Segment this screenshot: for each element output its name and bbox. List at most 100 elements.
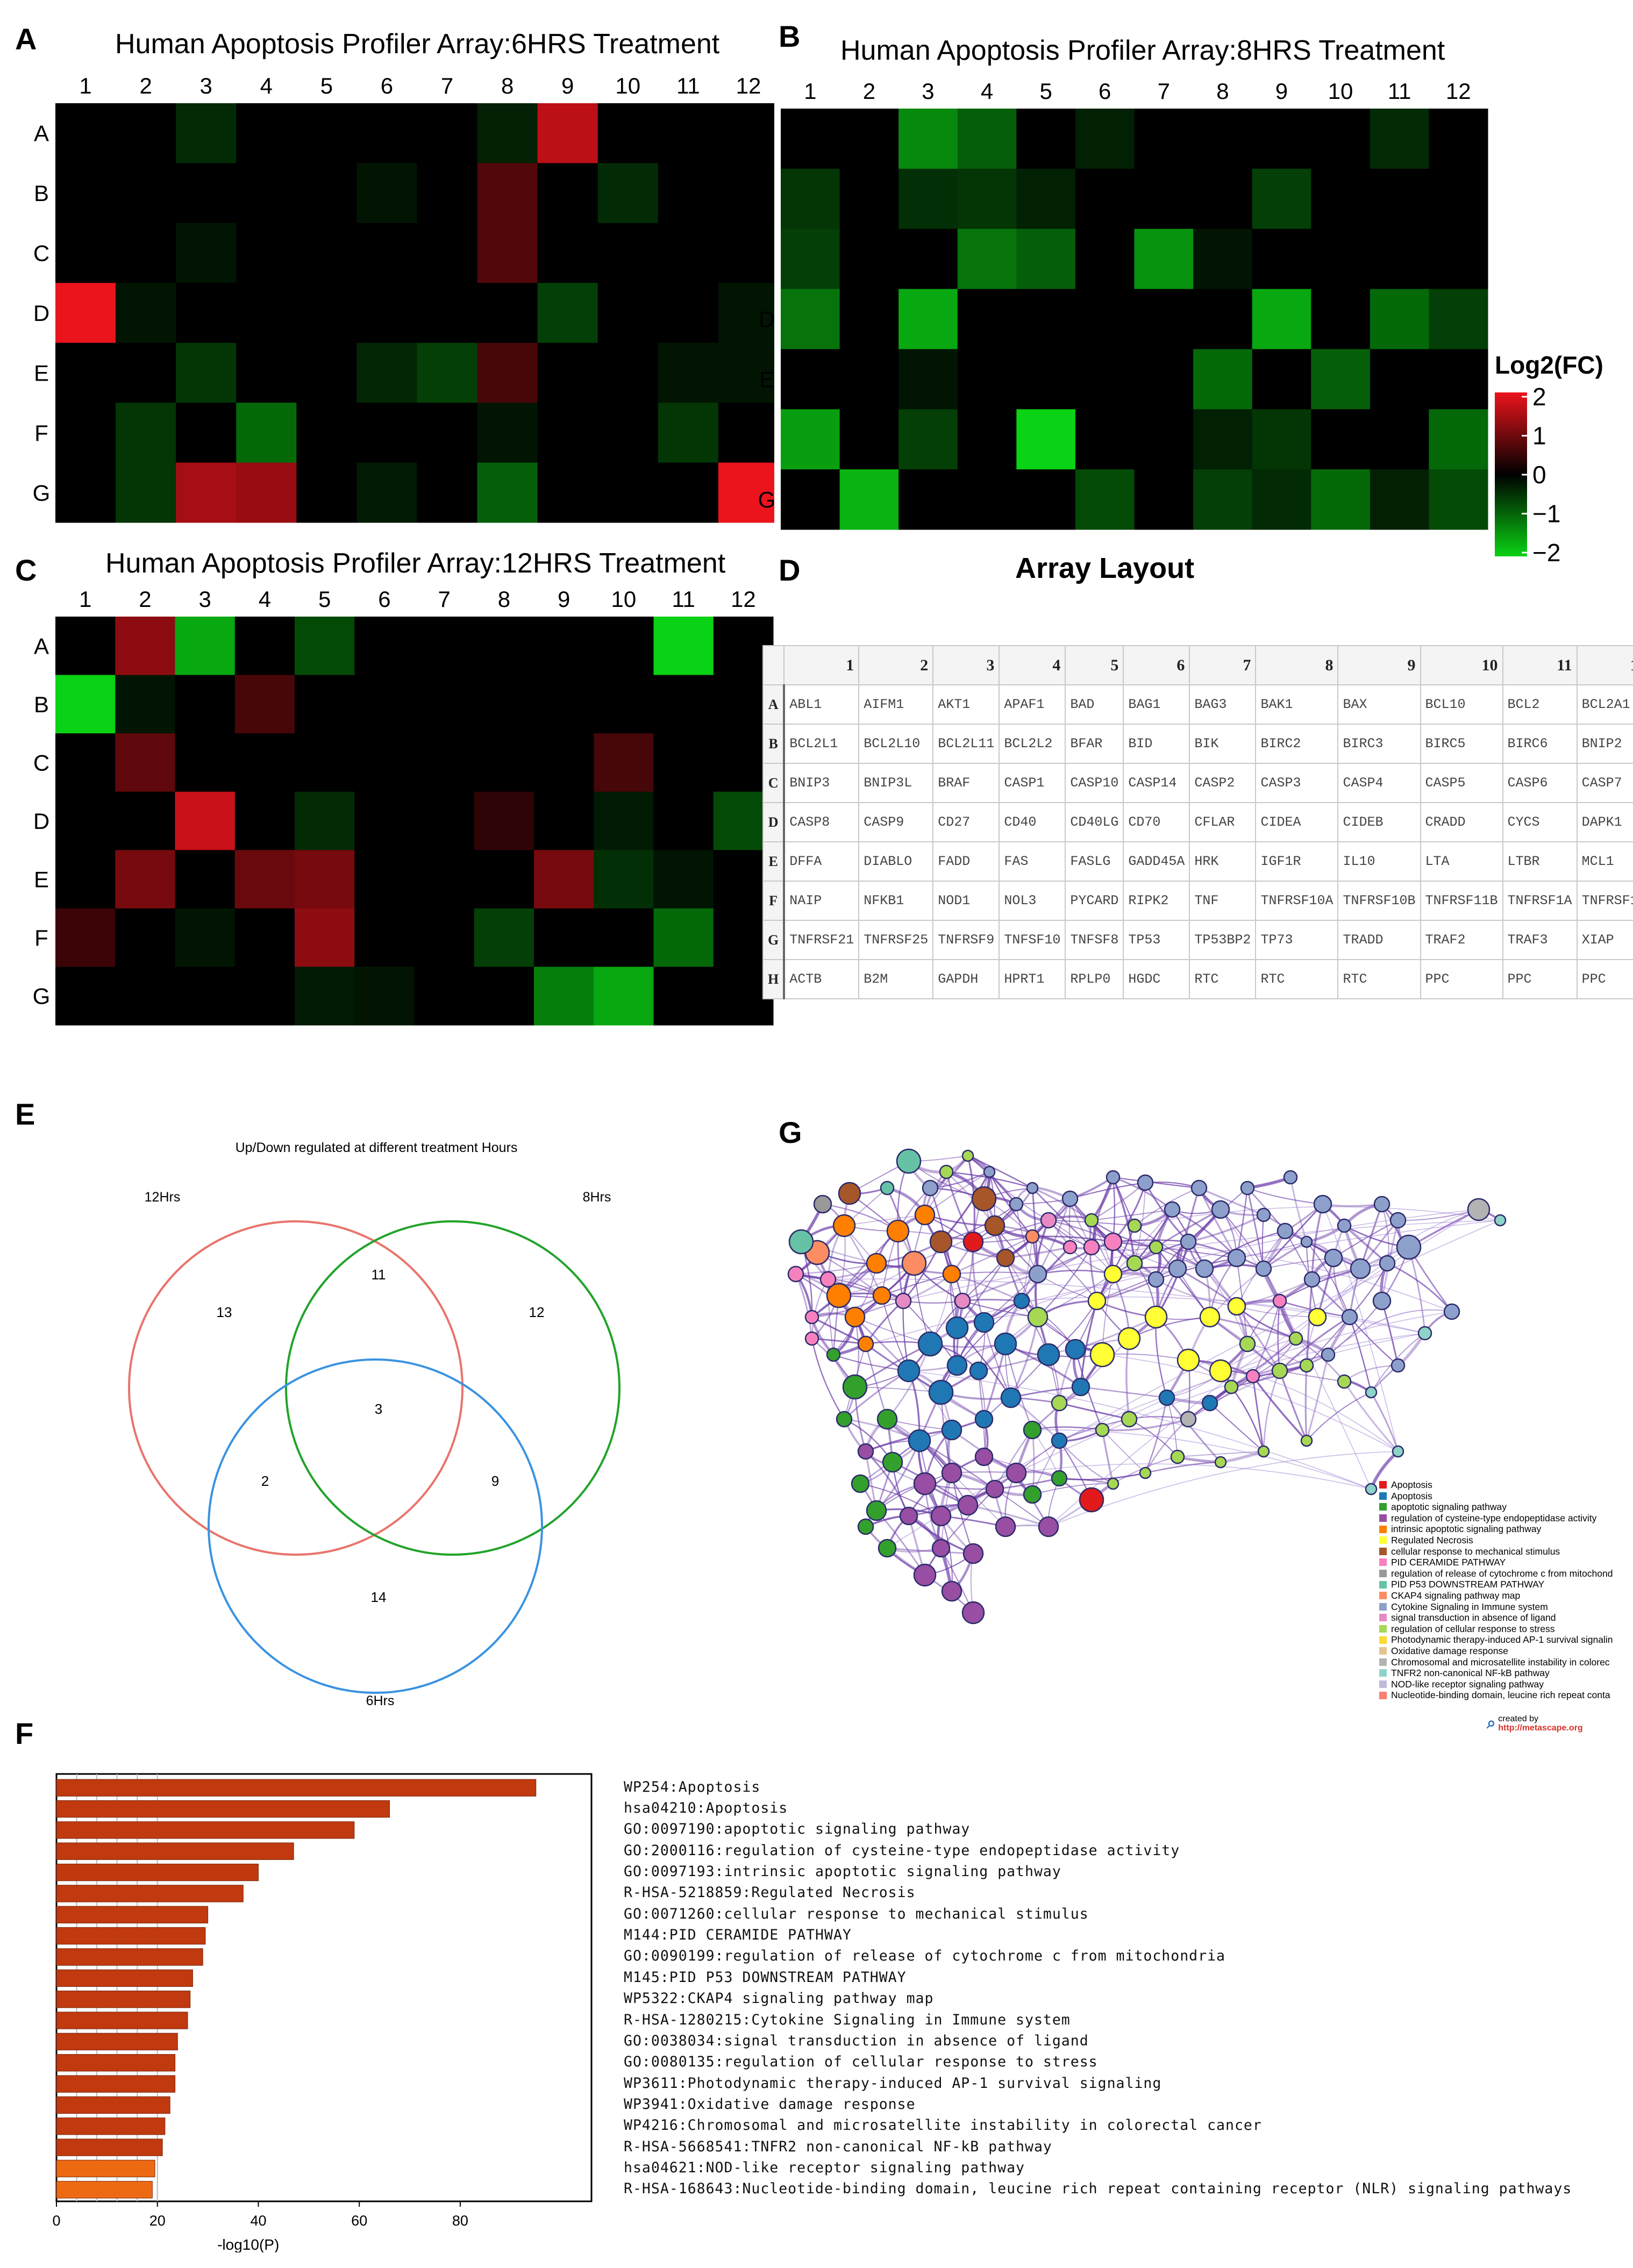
heatmap-cell-B8 xyxy=(477,163,538,224)
col-label: 4 xyxy=(260,73,273,98)
network-node xyxy=(929,1230,953,1254)
heatmap-cell-C6 xyxy=(1075,228,1135,290)
heatmap-cell-F3 xyxy=(898,409,958,470)
heatmap-cell-A4 xyxy=(236,103,297,163)
heatmap-cell-G9 xyxy=(1252,469,1311,530)
network-node xyxy=(1180,1411,1197,1428)
heatmap-cell-E9 xyxy=(537,342,598,403)
credit-created-by: created by xyxy=(1498,1714,1538,1723)
bar xyxy=(56,1906,209,1923)
layout-row: G TNFRSF21 TNFRSF25 TNFRSF9 TNFSF10 TNFSF8 TP5… xyxy=(762,920,1633,960)
heatmap-cell-C12 xyxy=(1429,228,1488,290)
credit-url[interactable]: http://metascape.org xyxy=(1498,1723,1583,1733)
layout-cell: BIRC6 xyxy=(1502,724,1578,764)
heatmap-cell-G8 xyxy=(1193,469,1253,530)
layout-cell: BCL2A1 xyxy=(1576,684,1633,725)
network-node xyxy=(1190,1179,1208,1197)
heatmap-cell-D3 xyxy=(898,289,958,349)
heatmap-cell-B4 xyxy=(957,168,1017,230)
layout-cell: BAD xyxy=(1065,684,1124,725)
bar xyxy=(56,1885,244,1902)
layout-cell: BFAR xyxy=(1065,724,1124,764)
col-label: 3 xyxy=(200,73,212,98)
heatmap-cell-A5 xyxy=(296,103,357,163)
layout-col-header: 7 xyxy=(1189,645,1257,685)
layout-cell: BCL2L10 xyxy=(858,724,934,764)
legend-swatch xyxy=(1379,1658,1387,1666)
layout-cell: BAG3 xyxy=(1189,684,1257,725)
heatmap-cell-A7 xyxy=(417,103,478,163)
network-node xyxy=(1023,1420,1042,1440)
network-node xyxy=(1308,1307,1327,1327)
heatmap-cell-F5 xyxy=(1016,409,1076,470)
panel-letter-g: G xyxy=(779,1115,802,1149)
venn-circle-12hrs xyxy=(128,1220,463,1556)
network-node xyxy=(866,1500,887,1521)
col-label: 10 xyxy=(611,586,637,612)
network-node xyxy=(1009,1197,1024,1212)
layout-cell: PYCARD xyxy=(1065,881,1124,921)
network-node xyxy=(876,1408,898,1430)
bar xyxy=(56,1927,206,1945)
legend-swatch xyxy=(1379,1503,1387,1511)
network-node xyxy=(1051,1470,1068,1487)
heatmap-cell-B6 xyxy=(354,675,415,734)
heatmap-cell-C1 xyxy=(55,733,116,792)
network-node xyxy=(1199,1306,1221,1328)
layout-cell: CASP1 xyxy=(999,763,1066,803)
venn-count-all: 3 xyxy=(375,1401,382,1417)
legend-label: PID P53 DOWNSTREAM PATHWAY xyxy=(1391,1579,1545,1590)
heatmap-cell-B1 xyxy=(55,163,116,224)
network-node xyxy=(1341,1308,1358,1326)
legend-swatch xyxy=(1379,1580,1387,1589)
colorbar: 2 1 0 −1 −2 xyxy=(1495,387,1560,567)
heatmap-cell-E4 xyxy=(236,342,297,403)
legend-swatch xyxy=(1379,1625,1387,1633)
bar-term-label: WP5322:CKAP4 signaling pathway map xyxy=(624,1990,934,2007)
heatmap-cell-G7 xyxy=(1134,469,1194,530)
bar xyxy=(56,1863,259,1881)
network-node xyxy=(826,1347,841,1362)
network-node xyxy=(804,1331,819,1346)
heatmap-cell-F5 xyxy=(296,403,357,463)
heatmap-cell-B12 xyxy=(1429,168,1488,230)
layout-cell: PPC xyxy=(1420,959,1503,999)
heatmap-cell-B3 xyxy=(898,168,958,230)
bar-term-label: GO:0071260:cellular response to mechanic… xyxy=(624,1905,1089,1922)
row-label: F xyxy=(760,427,774,452)
layout-cell: BIRC5 xyxy=(1420,724,1503,764)
heatmap-cell-A1 xyxy=(781,109,840,169)
col-label: 9 xyxy=(558,586,570,612)
heatmap-cell-G10 xyxy=(597,462,659,523)
venn-circle-6hrs xyxy=(208,1358,543,1694)
col-label: 3 xyxy=(922,78,934,104)
heatmap-cell-A8 xyxy=(1193,109,1253,169)
network-node xyxy=(1321,1347,1336,1362)
network-node xyxy=(928,1379,954,1405)
heatmap-cell-D7 xyxy=(417,283,478,344)
network-node xyxy=(844,1306,866,1328)
network-node xyxy=(962,1543,984,1564)
heatmap-cell-B6 xyxy=(1075,168,1135,230)
network-legend-item: Photodynamic therapy-induced AP-1 surviv… xyxy=(1379,1634,1613,1645)
network-node xyxy=(962,1231,984,1253)
network-node xyxy=(857,1443,874,1460)
legend-swatch xyxy=(1379,1669,1387,1677)
network-node xyxy=(1180,1233,1197,1250)
legend-label: PID CERAMIDE PATHWAY xyxy=(1391,1557,1506,1568)
network-node xyxy=(1065,1339,1086,1360)
layout-col-header: 9 xyxy=(1337,645,1421,685)
venn-count-12-6: 2 xyxy=(261,1473,269,1489)
heatmap-cell-F12 xyxy=(1429,409,1488,470)
panel-letter-d: D xyxy=(779,553,801,587)
layout-col-header: 8 xyxy=(1255,645,1339,685)
col-label: 11 xyxy=(672,586,695,612)
layout-cell: BCL10 xyxy=(1420,684,1503,725)
heatmap-cell-C11 xyxy=(653,733,714,792)
heatmap-cell-B8 xyxy=(474,675,534,734)
legend-swatch xyxy=(1379,1570,1387,1578)
colorbar-tick: −2 xyxy=(1532,539,1560,567)
network-node xyxy=(1372,1291,1392,1311)
heatmap-cell-C9 xyxy=(537,223,598,283)
heatmap-cell-C3 xyxy=(898,228,958,290)
